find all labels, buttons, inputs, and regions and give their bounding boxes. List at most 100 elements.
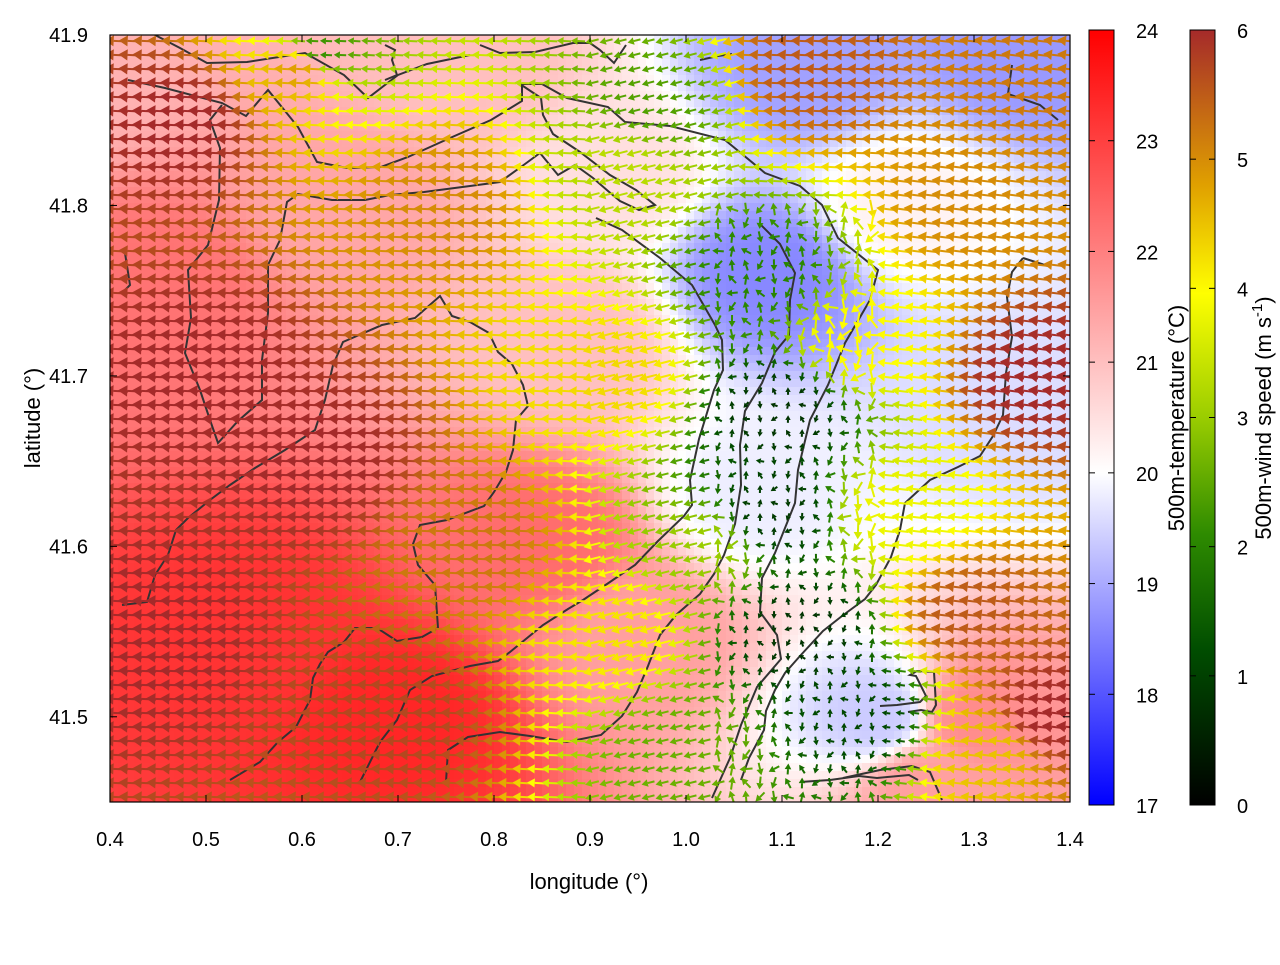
heat-cell [766,211,775,220]
heat-cell [294,35,303,44]
heat-cell [982,75,991,84]
heat-cell [718,299,727,308]
heat-cell [310,43,319,52]
heat-cell [942,83,951,92]
heat-cell [462,83,471,92]
heat-cell [582,67,591,76]
heat-cell [678,91,687,100]
heat-cell [262,59,271,68]
heat-cell [710,83,719,92]
heat-cell [454,115,463,124]
heat-cell [806,75,815,84]
heat-cell [606,155,615,164]
heat-cell [582,107,591,116]
heat-cell [758,43,767,52]
heat-cell [982,67,991,76]
heat-cell [478,43,487,52]
heat-cell [486,99,495,108]
heat-cell [806,307,815,316]
heat-cell [398,115,407,124]
heat-cell [614,283,623,292]
heat-cell [382,115,391,124]
heat-cell [166,115,175,124]
heat-cell [462,35,471,44]
heat-cell [862,291,871,300]
heat-cell [550,267,559,276]
heat-cell [686,211,695,220]
heat-cell [486,43,495,52]
heat-cell [142,323,151,332]
heat-cell [902,43,911,52]
heat-cell [718,171,727,180]
heat-cell [198,283,207,292]
heat-cell [574,43,583,52]
heat-cell [870,155,879,164]
heat-cell [694,115,703,124]
heat-cell [622,83,631,92]
heat-cell [414,35,423,44]
heat-cell [718,195,727,204]
heat-cell [1046,115,1055,124]
heat-cell [638,43,647,52]
heat-cell [366,211,375,220]
heat-cell [182,35,191,44]
heat-cell [982,99,991,108]
heat-cell [126,75,135,84]
heat-cell [310,283,319,292]
heat-cell [342,35,351,44]
heat-cell [758,75,767,84]
heat-cell [518,75,527,84]
heat-cell [166,75,175,84]
heat-cell [894,67,903,76]
heat-cell [158,99,167,108]
heat-cell [878,323,887,332]
heat-cell [606,67,615,76]
heat-cell [894,91,903,100]
heat-cell [646,283,655,292]
heat-cell [846,115,855,124]
heat-cell [886,43,895,52]
heat-cell [494,227,503,236]
heat-cell [302,115,311,124]
heat-cell [814,171,823,180]
heat-cell [910,83,919,92]
heat-cell [1054,211,1063,220]
heat-cell [878,59,887,68]
heat-cell [1046,99,1055,108]
heat-cell [598,59,607,68]
heat-cell [198,75,207,84]
heat-cell [158,59,167,68]
heat-cell [494,99,503,108]
heat-cell [814,267,823,276]
heat-cell [462,91,471,100]
heat-cell [662,75,671,84]
heat-cell [270,99,279,108]
heat-cell [302,43,311,52]
heat-cell [318,67,327,76]
heat-cell [950,99,959,108]
heat-cell [734,75,743,84]
heat-cell [198,115,207,124]
heat-cell [494,67,503,76]
heat-cell [246,83,255,92]
heat-cell [134,99,143,108]
heat-cell [222,75,231,84]
heat-cell [1038,283,1047,292]
heat-cell [830,59,839,68]
heat-cell [614,75,623,84]
heat-cell [310,83,319,92]
heat-cell [694,35,703,44]
heat-cell [806,219,815,228]
heat-cell [846,219,855,228]
heat-cell [334,115,343,124]
heat-cell [542,267,551,276]
heat-cell [462,115,471,124]
heat-cell [758,147,767,156]
heat-cell [814,147,823,156]
heat-cell [670,83,679,92]
heat-cell [382,283,391,292]
heat-cell [246,67,255,76]
heat-cell [326,43,335,52]
heat-cell [158,115,167,124]
heat-cell [622,283,631,292]
